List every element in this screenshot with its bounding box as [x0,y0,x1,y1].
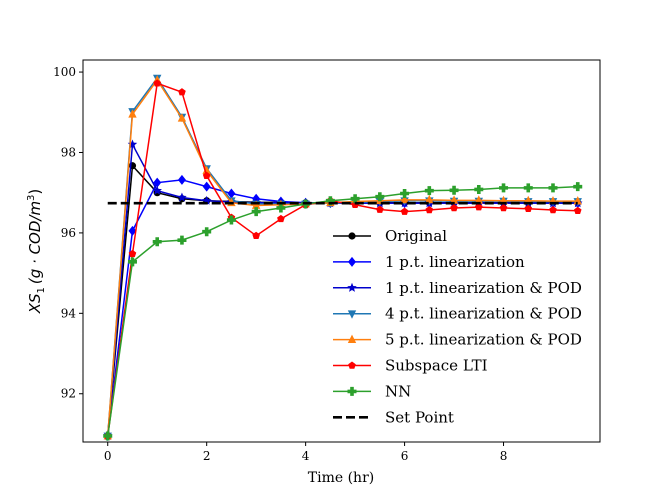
plot-frame [82,59,601,443]
data-point [177,174,186,185]
data-point [325,196,335,206]
legend-item: 4 p.t. linearization & POD [333,305,582,323]
legend-label: 4 p.t. linearization & POD [385,305,582,323]
data-point [524,204,533,213]
data-point [177,113,187,122]
legend-label: NN [385,382,411,400]
data-point [201,195,212,205]
legend-marker [348,256,356,267]
data-point [128,109,137,118]
data-point [152,237,162,247]
x-tick-label: 0 [104,449,112,463]
legend-marker [347,386,357,396]
data-point [277,214,285,223]
data-point [376,205,384,213]
data-point [202,165,211,174]
legend-label: 5 p.t. linearization & POD [385,331,582,349]
legend-item: Original [333,227,447,245]
data-point [523,183,533,193]
data-point [375,192,385,202]
x-axis-ticks: 0 2 4 6 8 [104,442,507,463]
x-tick-label: 4 [302,449,310,463]
data-point [251,200,261,209]
legend-item: NN [333,382,411,400]
data-point [424,186,434,196]
data-point [128,225,137,236]
legend-marker [347,334,357,343]
series-line [106,163,578,437]
legend-label: 1 p.t. linearization & POD [385,279,582,297]
data-point [573,182,583,192]
data-point [178,88,186,96]
data-point [499,183,509,193]
data-point [449,195,459,204]
data-point [549,205,557,214]
y-tick-label: 92 [61,387,76,401]
legend-item: 1 p.t. linearization [333,253,525,271]
y-tick-label: 94 [61,306,77,320]
legend-marker [348,361,356,369]
data-point [450,203,458,212]
data-point [127,257,137,267]
x-axis-label: Time (hr) [308,470,374,486]
data-point [103,431,113,441]
x-tick-label: 2 [203,449,211,463]
data-point [573,196,582,205]
data-point [425,205,434,214]
series-layer [102,74,583,441]
data-point [202,227,212,237]
y-axis-ticks: 92 94 96 98 100 [53,65,83,401]
data-point [226,215,236,225]
data-point [177,235,187,245]
legend-marker [348,232,356,240]
legend-label: 1 p.t. linearization [385,253,525,271]
legend-marker [347,310,357,319]
data-point [127,139,138,149]
data-point [499,203,508,212]
data-point [474,203,483,211]
y-axis-label: XS1(g · COD/m3) [26,189,47,315]
data-point [128,249,137,258]
legend-marker [347,282,357,292]
data-point [425,194,434,204]
y-tick-label: 100 [53,65,76,79]
data-point [276,203,286,213]
data-point [474,184,484,194]
data-point [449,185,459,195]
y-tick-label: 96 [61,226,76,240]
data-point [227,188,236,199]
legend-item: 5 p.t. linearization & POD [333,331,582,349]
legend-label: Subspace LTI [385,357,488,375]
data-point [573,206,582,215]
data-point [153,79,162,87]
legend-item: Subspace LTI [333,357,488,375]
data-point [202,181,211,192]
data-point [252,231,260,239]
x-tick-label: 8 [500,449,508,463]
y-tick-label: 98 [61,145,76,159]
data-point [400,188,410,198]
legend-item: 1 p.t. linearization & POD [333,279,582,297]
data-point [474,195,483,204]
legend-item: Set Point [333,408,454,426]
data-point [350,194,360,204]
data-point [548,183,558,193]
x-tick-label: 6 [401,449,409,463]
data-point [202,171,211,180]
data-point [400,207,409,215]
legend: Original 1 p.t. linearization 1 p.t. linea… [333,227,582,426]
data-point [400,194,409,204]
data-point [153,177,162,188]
data-point [251,207,261,217]
legend-label: Original [385,227,447,245]
legend-label: Set Point [385,408,454,426]
data-point [177,192,187,202]
data-point [152,185,162,195]
